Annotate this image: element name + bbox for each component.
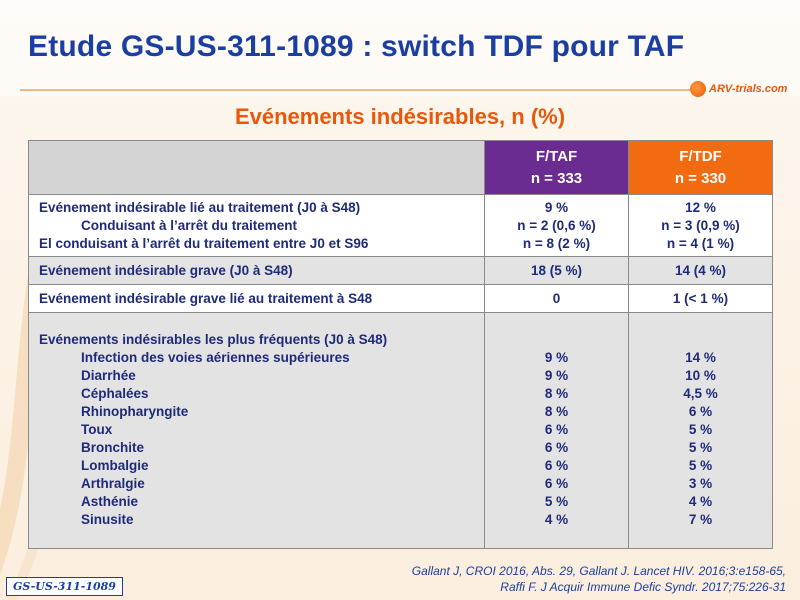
tdf-value: 5 % xyxy=(688,458,713,473)
taf-value: 9 % xyxy=(544,199,569,215)
tdf-value: 12 % xyxy=(685,199,716,215)
taf-value: 9 % xyxy=(544,368,569,383)
event-name: Lombalgie xyxy=(81,458,149,473)
table-header-row: F/TAF n = 333 F/TDF n = 330 xyxy=(28,140,773,195)
taf-value: n = 8 (2 %) xyxy=(522,235,591,251)
taf-value: 4 % xyxy=(544,512,569,527)
tdf-value: 5 % xyxy=(688,422,713,437)
event-name: Infection des voies aériennes supérieure… xyxy=(81,350,350,365)
tdf-value: 6 % xyxy=(688,404,713,419)
row-label-cell: Evénement indésirable lié au traitement … xyxy=(28,194,485,257)
adverse-events-table: F/TAF n = 333 F/TDF n = 330 Evénement in… xyxy=(28,140,773,549)
taf-n: n = 333 xyxy=(530,169,583,187)
tdf-value: n = 4 (1 %) xyxy=(666,235,735,251)
header-tdf: F/TDF n = 330 xyxy=(628,140,773,195)
row-label: El conduisant à l’arrêt du traitement en… xyxy=(39,235,369,251)
taf-value: n = 2 (0,6 %) xyxy=(517,217,596,233)
tdf-value-cell: 12 % n = 3 (0,9 %) n = 4 (1 %) xyxy=(628,194,773,257)
taf-value: 9 % xyxy=(544,350,569,365)
study-badge: GS-US-311-1089 xyxy=(6,577,123,596)
tdf-value: 7 % xyxy=(688,512,713,527)
logo-text: ARV-trials.com xyxy=(709,83,788,95)
tdf-value: 4 % xyxy=(688,494,713,509)
event-name: Sinusite xyxy=(81,512,134,527)
tdf-value: 10 % xyxy=(685,368,716,383)
tdf-value: 3 % xyxy=(688,476,713,491)
tdf-value: 1 (< 1 %) xyxy=(628,284,773,313)
table-row: Evénement indésirable grave (J0 à S48) 1… xyxy=(28,256,773,285)
arv-trials-logo: ARV-trials.com xyxy=(690,80,787,98)
tdf-value: 4,5 % xyxy=(683,386,718,401)
header-taf: F/TAF n = 333 xyxy=(484,140,629,195)
tdf-value: n = 3 (0,9 %) xyxy=(661,217,740,233)
frequent-events-label-cell: Evénements indésirables les plus fréquen… xyxy=(28,312,485,549)
tdf-value-cell: 14 % 10 % 4,5 % 6 % 5 % 5 % 5 % 3 % 4 % … xyxy=(628,312,773,549)
reference-citation: Gallant J, CROI 2016, Abs. 29, Gallant J… xyxy=(412,563,786,595)
tdf-value: 5 % xyxy=(688,440,713,455)
event-name: Bronchite xyxy=(81,440,145,455)
taf-name: F/TAF xyxy=(535,147,578,165)
taf-value: 18 (5 %) xyxy=(484,256,629,285)
taf-value: 6 % xyxy=(544,458,569,473)
tdf-value: 14 (4 %) xyxy=(628,256,773,285)
table-row: Evénement indésirable lié au traitement … xyxy=(28,194,773,257)
taf-value: 0 xyxy=(484,284,629,313)
taf-value: 6 % xyxy=(544,476,569,491)
tdf-n: n = 330 xyxy=(674,169,727,187)
reference-line-1: Gallant J, CROI 2016, Abs. 29, Gallant J… xyxy=(411,564,786,578)
taf-value: 8 % xyxy=(544,404,569,419)
tdf-name: F/TDF xyxy=(679,147,722,165)
tdf-value: 14 % xyxy=(685,350,716,365)
event-name: Céphalées xyxy=(81,386,149,401)
header-empty-cell xyxy=(28,140,485,195)
taf-value: 6 % xyxy=(544,422,569,437)
taf-value-cell: 9 % 9 % 8 % 8 % 6 % 6 % 6 % 6 % 5 % 4 % xyxy=(484,312,629,549)
page-title: Etude GS-US-311-1089 : switch TDF pour T… xyxy=(28,30,685,63)
taf-value: 6 % xyxy=(544,440,569,455)
row-label: Evénement indésirable lié au traitement … xyxy=(39,199,361,215)
event-name: Arthralgie xyxy=(81,476,145,491)
taf-value-cell: 9 % n = 2 (0,6 %) n = 8 (2 %) xyxy=(484,194,629,257)
reference-line-2: Raffi F. J Acquir Immune Defic Syndr. 20… xyxy=(500,580,786,594)
row-label: Evénement indésirable grave lié au trait… xyxy=(28,284,485,313)
table-row: Evénement indésirable grave lié au trait… xyxy=(28,284,773,313)
table-row: Evénements indésirables les plus fréquen… xyxy=(28,312,773,549)
logo-icon xyxy=(690,81,706,97)
section-subtitle: Evénements indésirables, n (%) xyxy=(234,104,566,129)
row-sublabel: Conduisant à l’arrêt du traitement xyxy=(81,217,298,233)
row-label: Evénement indésirable grave (J0 à S48) xyxy=(28,256,485,285)
taf-value: 5 % xyxy=(544,494,569,509)
event-name: Asthénie xyxy=(81,494,139,509)
taf-value: 8 % xyxy=(544,386,569,401)
event-name: Diarrhée xyxy=(81,368,136,383)
row-label: Evénements indésirables les plus fréquen… xyxy=(39,332,388,347)
event-name: Rhinopharyngite xyxy=(81,404,189,419)
event-name: Toux xyxy=(81,422,113,437)
